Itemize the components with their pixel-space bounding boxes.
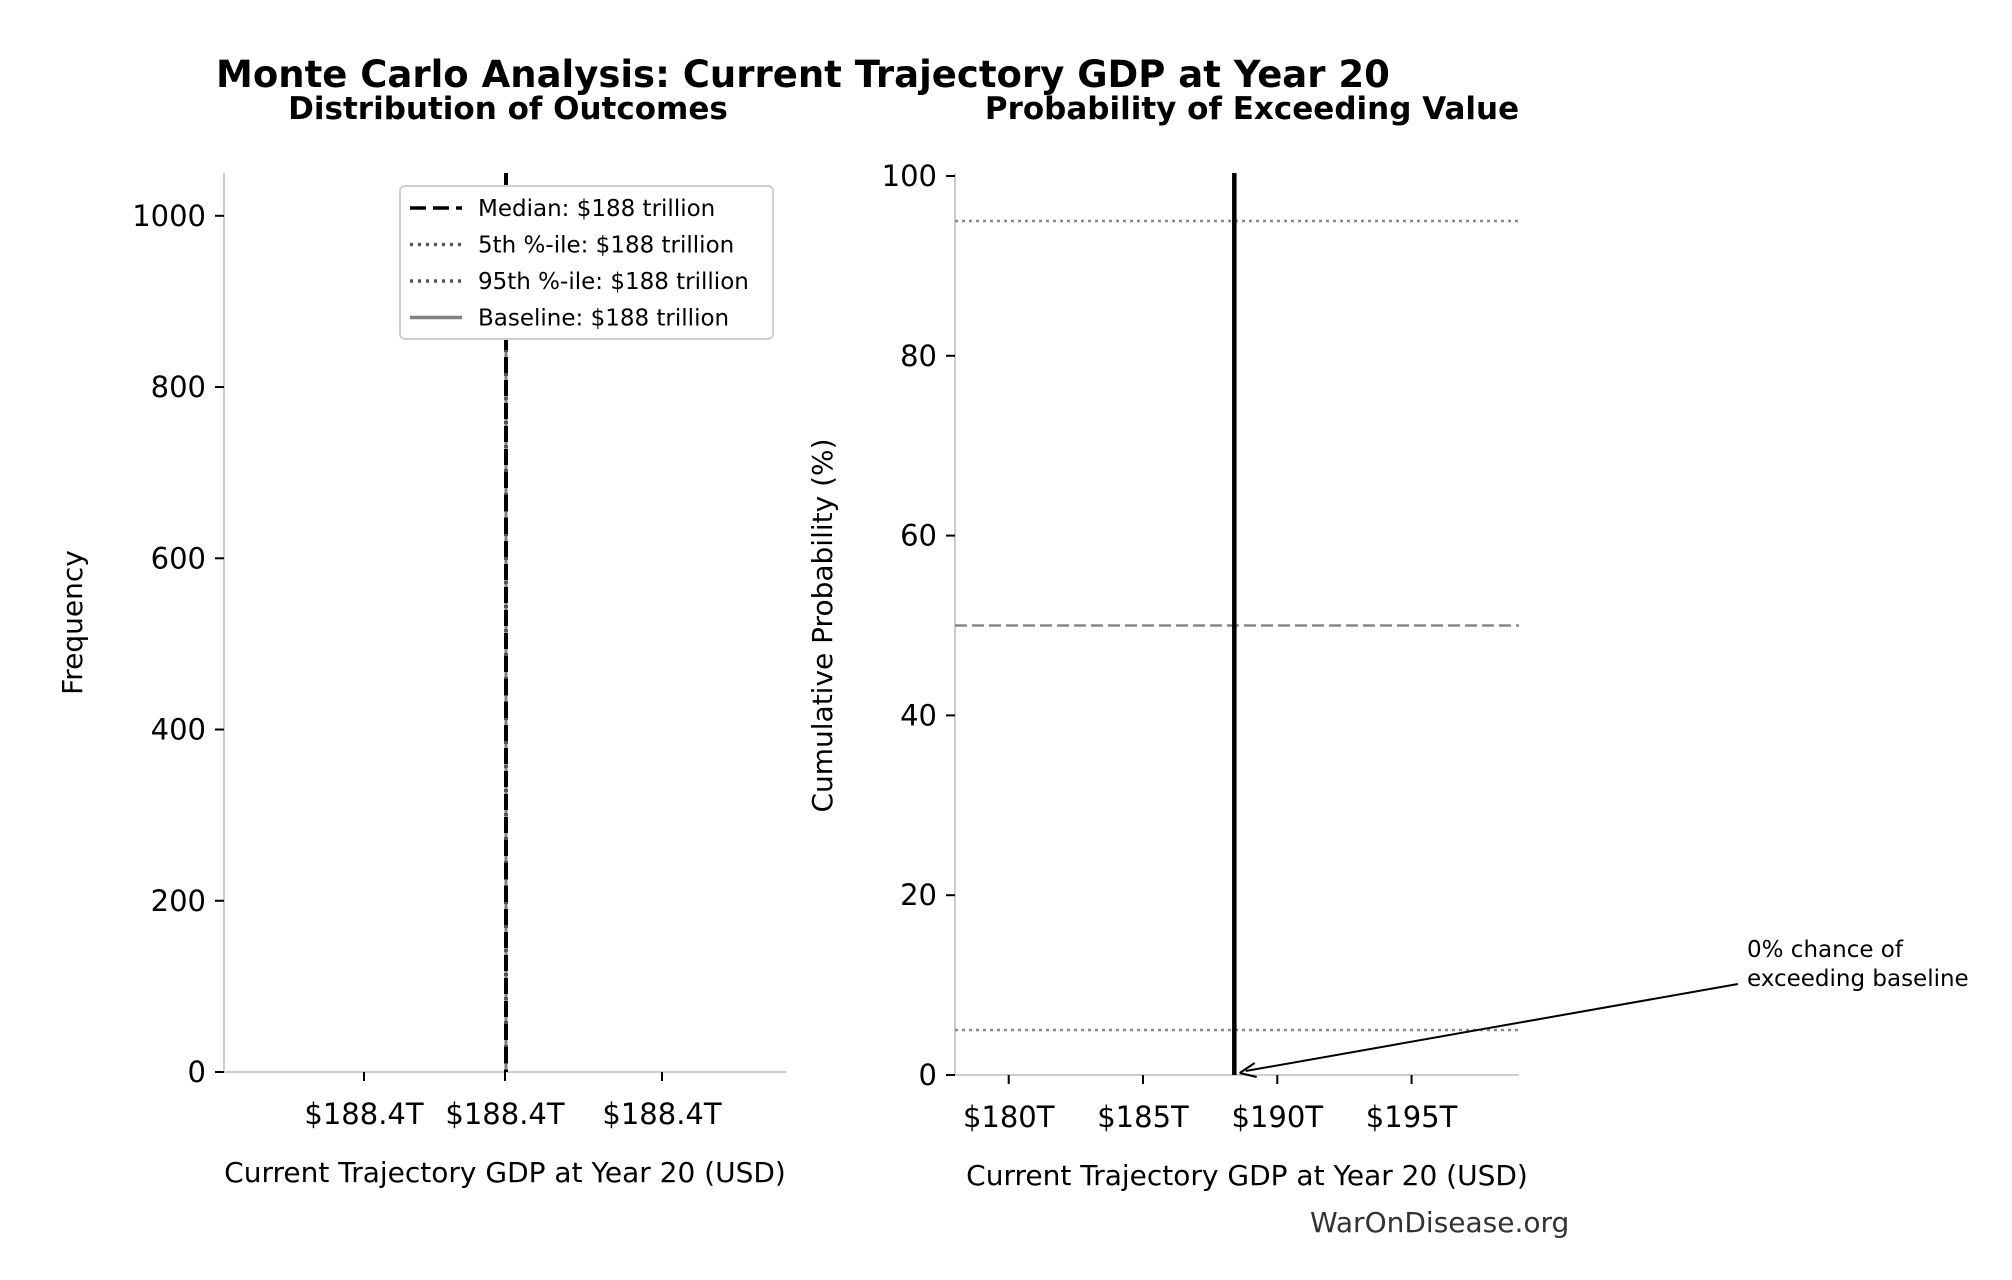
legend: Median: $188 trillion 5th %-ile: $188 tri… xyxy=(399,185,774,340)
legend-entry: 5th %-ile: $188 trillion xyxy=(478,233,734,259)
annotation-arrow xyxy=(1245,983,1739,1072)
y-tick-label: 40 xyxy=(900,698,937,732)
panel-title: Probability of Exceeding Value xyxy=(985,91,1519,127)
x-tick-label: $190T xyxy=(1232,1100,1324,1134)
legend-entry: 95th %-ile: $188 trillion xyxy=(478,269,749,295)
x-tick-label: $185T xyxy=(1097,1100,1189,1134)
y-tick-label: 100 xyxy=(882,159,937,193)
y-tick-label: 60 xyxy=(900,519,937,553)
y-tick-label: 200 xyxy=(151,884,206,918)
legend-frame xyxy=(399,185,774,340)
y-tick-label: 1000 xyxy=(132,199,206,233)
y-axis-label: Cumulative Probability (%) xyxy=(806,438,839,812)
watermark: WarOnDisease.org xyxy=(1310,1206,1569,1239)
x-tick-label: $180T xyxy=(963,1100,1055,1134)
x-tick-label: $188.4T xyxy=(602,1097,721,1131)
y-tick-label: 0 xyxy=(919,1058,937,1092)
legend-entry: Baseline: $188 trillion xyxy=(478,306,729,332)
annotation-arrowhead xyxy=(1239,1062,1257,1078)
x-axis-label: Current Trajectory GDP at Year 20 (USD) xyxy=(224,1156,786,1189)
x-tick-label: $195T xyxy=(1366,1100,1458,1134)
legend-entry: Median: $188 trillion xyxy=(478,196,715,222)
x-tick-label: $188.4T xyxy=(445,1097,564,1131)
y-tick-label: 600 xyxy=(151,541,206,575)
y-axis-label: Frequency xyxy=(56,550,89,695)
x-tick-label: $188.4T xyxy=(304,1097,423,1131)
y-tick-label: 400 xyxy=(151,713,206,747)
y-tick-label: 80 xyxy=(900,339,937,373)
y-tick-label: 20 xyxy=(900,878,937,912)
annotation-text: exceeding baseline xyxy=(1747,966,1969,992)
y-tick-label: 0 xyxy=(188,1055,206,1089)
figure-title: Monte Carlo Analysis: Current Trajectory… xyxy=(216,53,1390,96)
panel-title: Distribution of Outcomes xyxy=(288,91,728,127)
histogram-panel: Distribution of Outcomes 0 200 400 600 800 100… xyxy=(56,91,786,1189)
exceedance-panel: Probability of Exceeding Value 0 20 40 60 80 1… xyxy=(806,91,1969,1192)
annotation-text: 0% chance of xyxy=(1747,937,1904,963)
x-axis-label: Current Trajectory GDP at Year 20 (USD) xyxy=(966,1159,1528,1192)
y-tick-label: 800 xyxy=(151,370,206,404)
